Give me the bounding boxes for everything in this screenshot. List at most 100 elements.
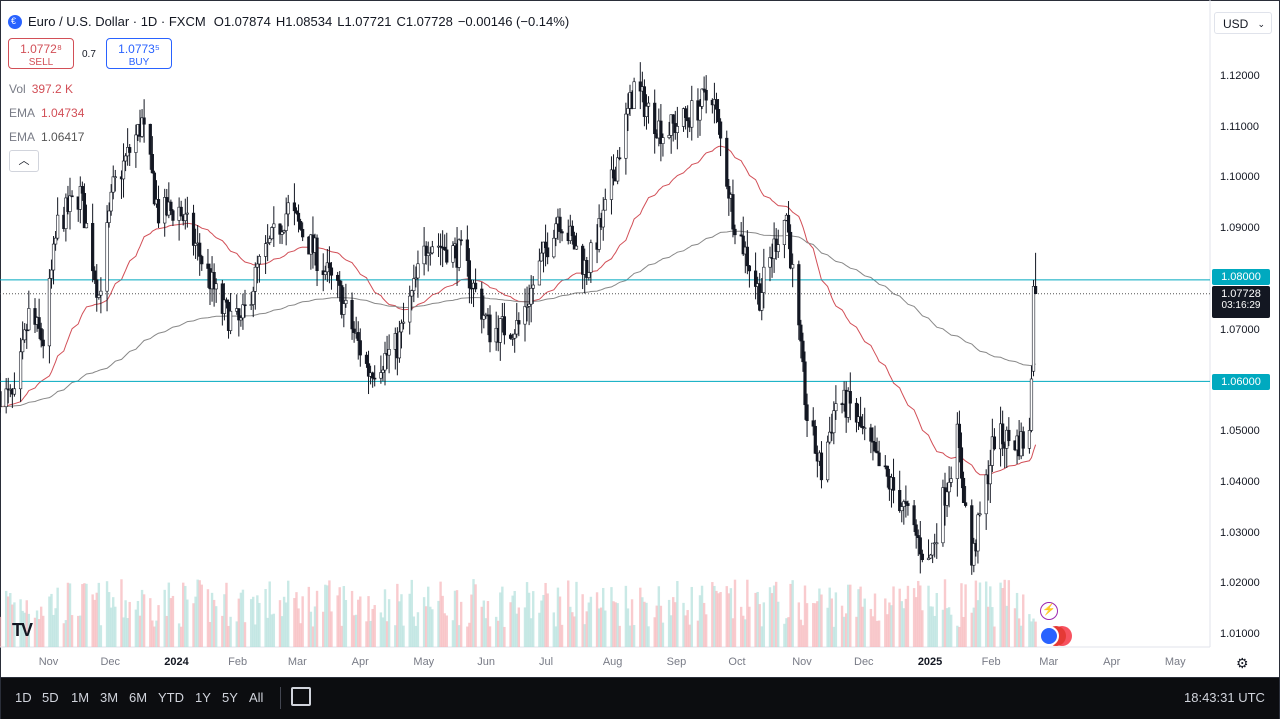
- volume-bar: [513, 590, 516, 647]
- time-tick-label: May: [413, 656, 435, 668]
- candle: [741, 216, 745, 256]
- volume-bar: [488, 626, 492, 647]
- volume-bar: [120, 579, 123, 647]
- range-button-1m[interactable]: 1M: [71, 690, 90, 705]
- candle: [928, 553, 933, 559]
- time-tick-label: Aug: [602, 656, 623, 668]
- time-tick-label: Sep: [666, 656, 687, 668]
- volume-bar: [655, 605, 658, 647]
- price-change: −0.00146 (−0.14%): [457, 14, 570, 29]
- sell-button[interactable]: 1.0772⁸ SELL: [8, 38, 74, 69]
- volume-bar: [439, 581, 442, 647]
- eu-flag-event-icon[interactable]: [1039, 626, 1059, 646]
- indicator-volume[interactable]: Vol 397.2 K: [9, 82, 73, 96]
- lightning-event-icon[interactable]: ⚡: [1040, 602, 1058, 620]
- candle: [768, 246, 772, 282]
- range-button-ytd[interactable]: YTD: [158, 690, 184, 705]
- candle: [667, 121, 671, 140]
- indicator-ema-slow[interactable]: EMA 1.06417: [9, 130, 84, 144]
- price-tick-label: 1.01000: [1220, 628, 1260, 640]
- volume-bar: [597, 608, 601, 647]
- volume-bar: [414, 625, 418, 647]
- candle: [603, 188, 607, 211]
- candle: [513, 329, 517, 353]
- volume-bar: [756, 591, 759, 647]
- volume-bar: [410, 579, 413, 647]
- range-button-5y[interactable]: 5Y: [222, 690, 238, 705]
- volume-bar: [834, 592, 838, 647]
- candle: [644, 94, 649, 130]
- volume-bar: [445, 615, 448, 647]
- price-tick-label: 1.04000: [1220, 475, 1260, 488]
- candle: [788, 224, 793, 270]
- volume-bar: [437, 600, 440, 647]
- range-button-5d[interactable]: 5D: [42, 690, 59, 705]
- range-button-1y[interactable]: 1Y: [195, 690, 211, 705]
- volume-bar: [336, 595, 339, 647]
- volume-bar: [799, 619, 803, 647]
- price-tick-label: 1.05000: [1220, 425, 1260, 438]
- volume-bar: [357, 599, 360, 647]
- volume-bar: [515, 613, 518, 647]
- candle: [93, 266, 97, 284]
- volume-bar: [235, 621, 238, 647]
- volume-bar: [859, 586, 862, 647]
- volume-bar: [832, 626, 836, 647]
- candle: [399, 319, 404, 349]
- symbol-title[interactable]: Euro / U.S. Dollar · 1D · FXCM: [28, 14, 206, 29]
- candle: [315, 234, 319, 287]
- volume-bar: [842, 616, 846, 647]
- volume-bar: [443, 613, 446, 647]
- candle: [243, 289, 247, 318]
- volume-bar: [1013, 608, 1017, 647]
- range-button-6m[interactable]: 6M: [129, 690, 148, 705]
- candle: [228, 293, 233, 335]
- time-tick-label: Jun: [477, 656, 495, 668]
- ohlc-high: H1.08534: [275, 14, 333, 29]
- range-button-3m[interactable]: 3M: [100, 690, 119, 705]
- buy-button[interactable]: 1.0773⁵ BUY: [106, 38, 172, 69]
- volume-bar: [949, 614, 953, 647]
- candle: [698, 99, 702, 136]
- candle: [214, 278, 218, 303]
- candle: [727, 178, 731, 216]
- price-chart[interactable]: [0, 0, 1280, 677]
- volume-bar: [929, 606, 932, 647]
- time-tick-label: May: [1164, 656, 1186, 668]
- volume-bar: [844, 613, 848, 647]
- candle: [731, 179, 735, 238]
- volume-bar: [604, 610, 607, 647]
- volume-bar: [632, 625, 636, 647]
- candle: [410, 289, 414, 311]
- candle: [811, 407, 815, 436]
- candle: [364, 351, 369, 368]
- candle: [702, 76, 706, 93]
- volume-bar: [912, 588, 916, 647]
- volume-bar: [676, 581, 679, 647]
- settings-gear-icon[interactable]: ⚙: [1236, 655, 1249, 671]
- volume-bar: [484, 618, 488, 647]
- calendar-icon[interactable]: [291, 687, 311, 706]
- utc-clock[interactable]: 18:43:31 UTC: [1184, 690, 1265, 705]
- volume-bar: [266, 617, 269, 647]
- volume-bar: [350, 590, 354, 647]
- volume-bar: [480, 606, 483, 647]
- volume-bar: [313, 606, 317, 647]
- candle: [282, 229, 286, 234]
- candle: [200, 254, 204, 271]
- volume-bar: [398, 601, 401, 647]
- range-button-1d[interactable]: 1D: [15, 690, 32, 705]
- time-tick-label: Jul: [539, 656, 554, 668]
- range-button-all[interactable]: All: [249, 690, 264, 705]
- indicator-ema-fast[interactable]: EMA 1.04734: [9, 106, 84, 120]
- volume-bar: [958, 626, 961, 647]
- time-tick-label: Nov: [38, 656, 59, 668]
- volume-bar: [194, 596, 197, 647]
- volume-bar: [972, 607, 976, 647]
- candle: [747, 265, 752, 288]
- candle: [469, 279, 474, 304]
- volume-bar: [1015, 592, 1019, 647]
- volume-bar: [628, 625, 632, 647]
- collapse-legend-button[interactable]: ︿: [9, 150, 39, 172]
- currency-select[interactable]: USD ⌄: [1214, 12, 1272, 34]
